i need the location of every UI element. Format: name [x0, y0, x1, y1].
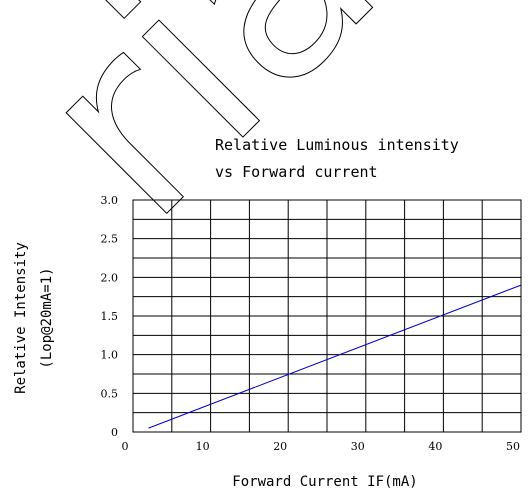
- y-tick-label: 3.0: [101, 194, 119, 207]
- series-line: [148, 284, 522, 429]
- x-tick-label: 50: [506, 440, 520, 453]
- plot-grid: [132, 199, 522, 433]
- x-tick-label: 20: [273, 440, 287, 453]
- y-tick-label: 0.5: [101, 387, 119, 400]
- y-axis-label-line-1: Relative Intensity: [13, 242, 29, 394]
- y-tick-label: 0: [111, 426, 118, 439]
- x-axis-label: Forward Current IF(mA): [232, 474, 417, 490]
- y-axis-label-line-2: (Lop@20mA=1): [39, 267, 55, 368]
- y-tick-labels: 0 0.5 1.0 1.5 2.0 2.5 3.0: [101, 194, 119, 439]
- y-tick-label: 1.5: [101, 310, 119, 323]
- x-tick-labels: 0 10 20 30 40 50: [122, 440, 521, 453]
- chart-title: Relative Luminous intensity vs Forward c…: [215, 136, 459, 181]
- chart-title-line-1: Relative Luminous intensity: [215, 136, 459, 154]
- x-tick-label: 0: [122, 440, 129, 453]
- y-tick-label: 2.0: [101, 271, 119, 284]
- x-tick-label: 30: [351, 440, 365, 453]
- y-tick-label: 2.5: [101, 233, 119, 246]
- chart-title-line-2: vs Forward current: [215, 163, 378, 181]
- x-tick-label: 10: [196, 440, 210, 453]
- y-axis-label: Relative Intensity (Lop@20mA=1): [13, 242, 55, 394]
- x-tick-label: 40: [428, 440, 442, 453]
- y-tick-label: 1.0: [101, 349, 119, 362]
- data-series: [148, 284, 522, 429]
